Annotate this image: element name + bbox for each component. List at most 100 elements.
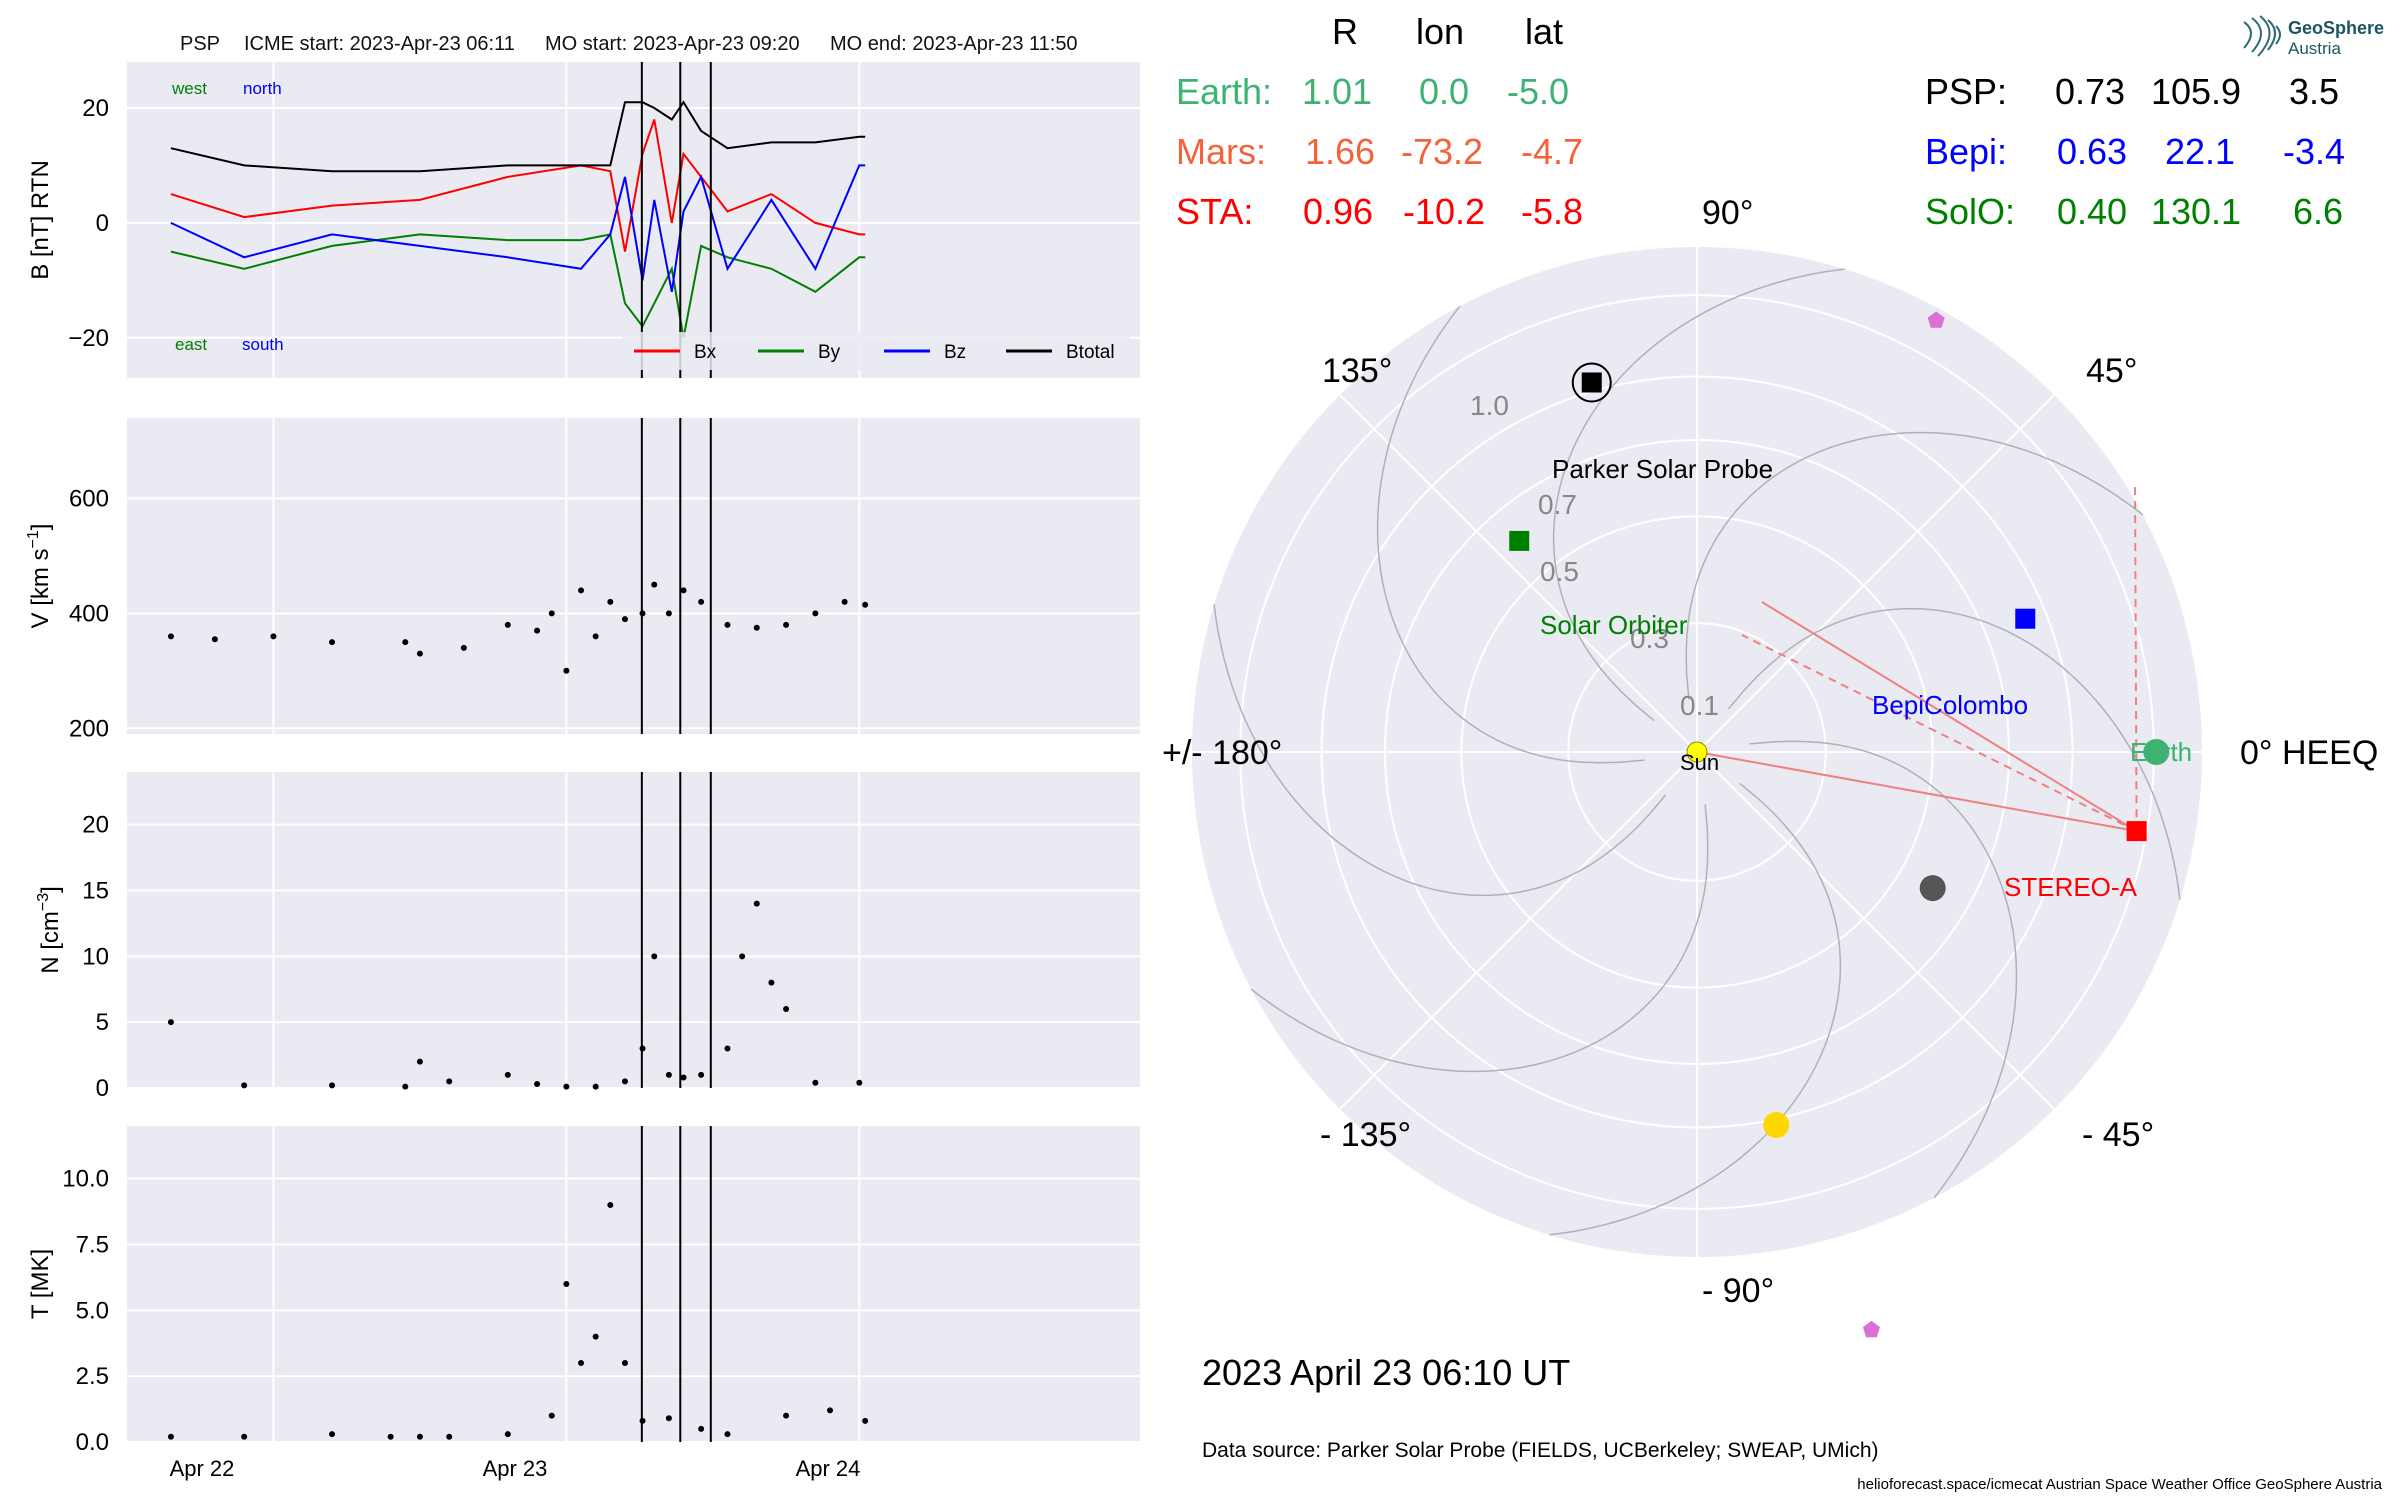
data-point: [446, 1078, 453, 1085]
label-stereo-a: STEREO-A: [2004, 872, 2138, 902]
row-lat: -5.8: [1521, 191, 1583, 232]
panel-n-background: [127, 772, 1140, 1088]
data-point: [665, 610, 672, 617]
radial-label-0-3: 0.3: [1630, 623, 1669, 654]
row-name: Earth:: [1176, 71, 1272, 112]
panel-density: 20 15 10 5 0 N [cm−3]: [35, 772, 1140, 1102]
parker-spiral: [1552, 268, 1845, 722]
row-lon: 0.0: [1419, 71, 1469, 112]
panel-v-ylabel-end: ]: [27, 524, 54, 531]
data-point: [548, 610, 555, 617]
panel-t-grid: [127, 1126, 1140, 1443]
x-tick-labels: Apr 22 Apr 23 Apr 24: [170, 1456, 861, 1481]
table-row-bepi: Bepi: 0.63 22.1 -3.4: [1925, 131, 2345, 172]
y-tick-label: 2.5: [76, 1363, 109, 1390]
data-point: [783, 1412, 790, 1419]
data-point: [329, 1082, 336, 1089]
data-point: [534, 1081, 541, 1088]
row-lon: -10.2: [1403, 191, 1485, 232]
panel-t-ytick-labels: 10.0 7.5 5.0 2.5 0.0: [62, 1166, 109, 1456]
panel-t-points: [167, 1202, 869, 1440]
y-tick-label: 5.0: [76, 1297, 109, 1324]
data-point: [724, 1045, 731, 1052]
table-row-sta: STA: 0.96 -10.2 -5.8: [1176, 191, 1583, 232]
label-earth: Earth: [2130, 737, 2192, 767]
table-row-mars: Mars: 1.66 -73.2 -4.7: [1176, 131, 1583, 172]
data-point: [416, 1058, 423, 1065]
row-lon: 105.9: [2151, 71, 2241, 112]
y-tick-label: 20: [82, 812, 109, 839]
row-name: STA:: [1176, 191, 1253, 232]
radial-label-0-5: 0.5: [1540, 556, 1579, 587]
table-row-solo: SolO: 0.40 130.1 6.6: [1925, 191, 2343, 232]
data-point: [167, 633, 174, 640]
data-point: [783, 1006, 790, 1012]
annotation-south: south: [242, 335, 284, 354]
marker-unlabeled: [1919, 875, 1946, 902]
data-point: [698, 1071, 705, 1078]
data-point: [621, 1078, 628, 1085]
data-point: [753, 900, 760, 907]
data-point: [841, 598, 848, 605]
panel-n-event-lines: [640, 772, 712, 1088]
row-lon: -73.2: [1401, 131, 1483, 172]
legend-label-by: By: [818, 342, 841, 363]
panel-v-ytick-labels: 600 400 200: [69, 485, 109, 742]
data-point: [270, 633, 277, 640]
marker-unlabeled: [1862, 1320, 1880, 1338]
row-r: 0.40: [2057, 191, 2127, 232]
data-point: [665, 1071, 672, 1078]
polar-spoke: [1696, 394, 2055, 753]
polar-object-labels: Parker Solar Probe Solar Orbiter BepiCol…: [1540, 454, 2192, 902]
angle-label-minus-90: - 90°: [1702, 1272, 1774, 1310]
table-row-psp: PSP: 0.73 105.9 3.5: [1925, 71, 2339, 112]
sta-fov-line: [1696, 751, 2137, 833]
y-tick-label: 0.0: [76, 1429, 109, 1456]
panel-v-background: [127, 418, 1140, 734]
row-lat: 6.6: [2293, 191, 2343, 232]
row-r: 0.73: [2055, 71, 2125, 112]
annotation-west: west: [171, 79, 207, 98]
parker-spiral: [1213, 604, 1667, 897]
data-point: [651, 953, 658, 960]
panel-v-grid: [127, 418, 1140, 734]
label-parker-solar-probe: Parker Solar Probe: [1552, 454, 1773, 484]
data-point: [504, 621, 511, 628]
panel-n-grid: [127, 772, 1140, 1089]
y-tick-label: 7.5: [76, 1232, 109, 1259]
polar-angle-labels: 90° 45° 0° HEEQ - 45° - 90° - 135° +/- 1…: [1162, 194, 2378, 1310]
data-point: [739, 953, 746, 960]
data-source: Data source: Parker Solar Probe (FIELDS,…: [1202, 1439, 1879, 1462]
panel-magnetic-field: 200−20 B [nT] RTN west north east south …: [27, 62, 1140, 378]
parker-spiral: [1685, 431, 2144, 700]
row-r: 1.01: [1302, 71, 1372, 112]
series-btotal: [170, 100, 866, 173]
label-sun: Sun: [1680, 750, 1719, 775]
data-point: [329, 1431, 336, 1438]
polar-spoke: [1339, 751, 1698, 1110]
series-bz: [170, 164, 866, 292]
data-point: [416, 650, 423, 657]
row-r: 0.63: [2057, 131, 2127, 172]
header-mo-start: MO start: 2023-Apr-23 09:20: [545, 33, 800, 55]
polar-markers: [1509, 311, 2170, 1338]
data-point: [862, 601, 869, 608]
sta-field-of-view: [1696, 486, 2138, 833]
sta-fov-line: [1761, 601, 2138, 832]
marker-bepicolombo: [2015, 608, 2036, 629]
panel-b-ylabel: B [nT] RTN: [27, 160, 54, 280]
logo-line1: GeoSphere: [2288, 18, 2384, 38]
marker-unlabeled: [1763, 1111, 1790, 1138]
panel-b-series: [170, 100, 866, 338]
data-point: [563, 1083, 570, 1090]
panel-n-ylabel: N [cm−3]: [35, 886, 64, 974]
polar-spoke: [1339, 394, 1698, 753]
data-point: [753, 624, 760, 631]
data-point: [724, 621, 731, 628]
data-point: [578, 1360, 585, 1366]
y-tick-label: 600: [69, 485, 109, 512]
xtick-apr22: Apr 22: [170, 1456, 235, 1481]
row-lat: -5.0: [1507, 71, 1569, 112]
radial-label-0-1: 0.1: [1680, 690, 1719, 721]
